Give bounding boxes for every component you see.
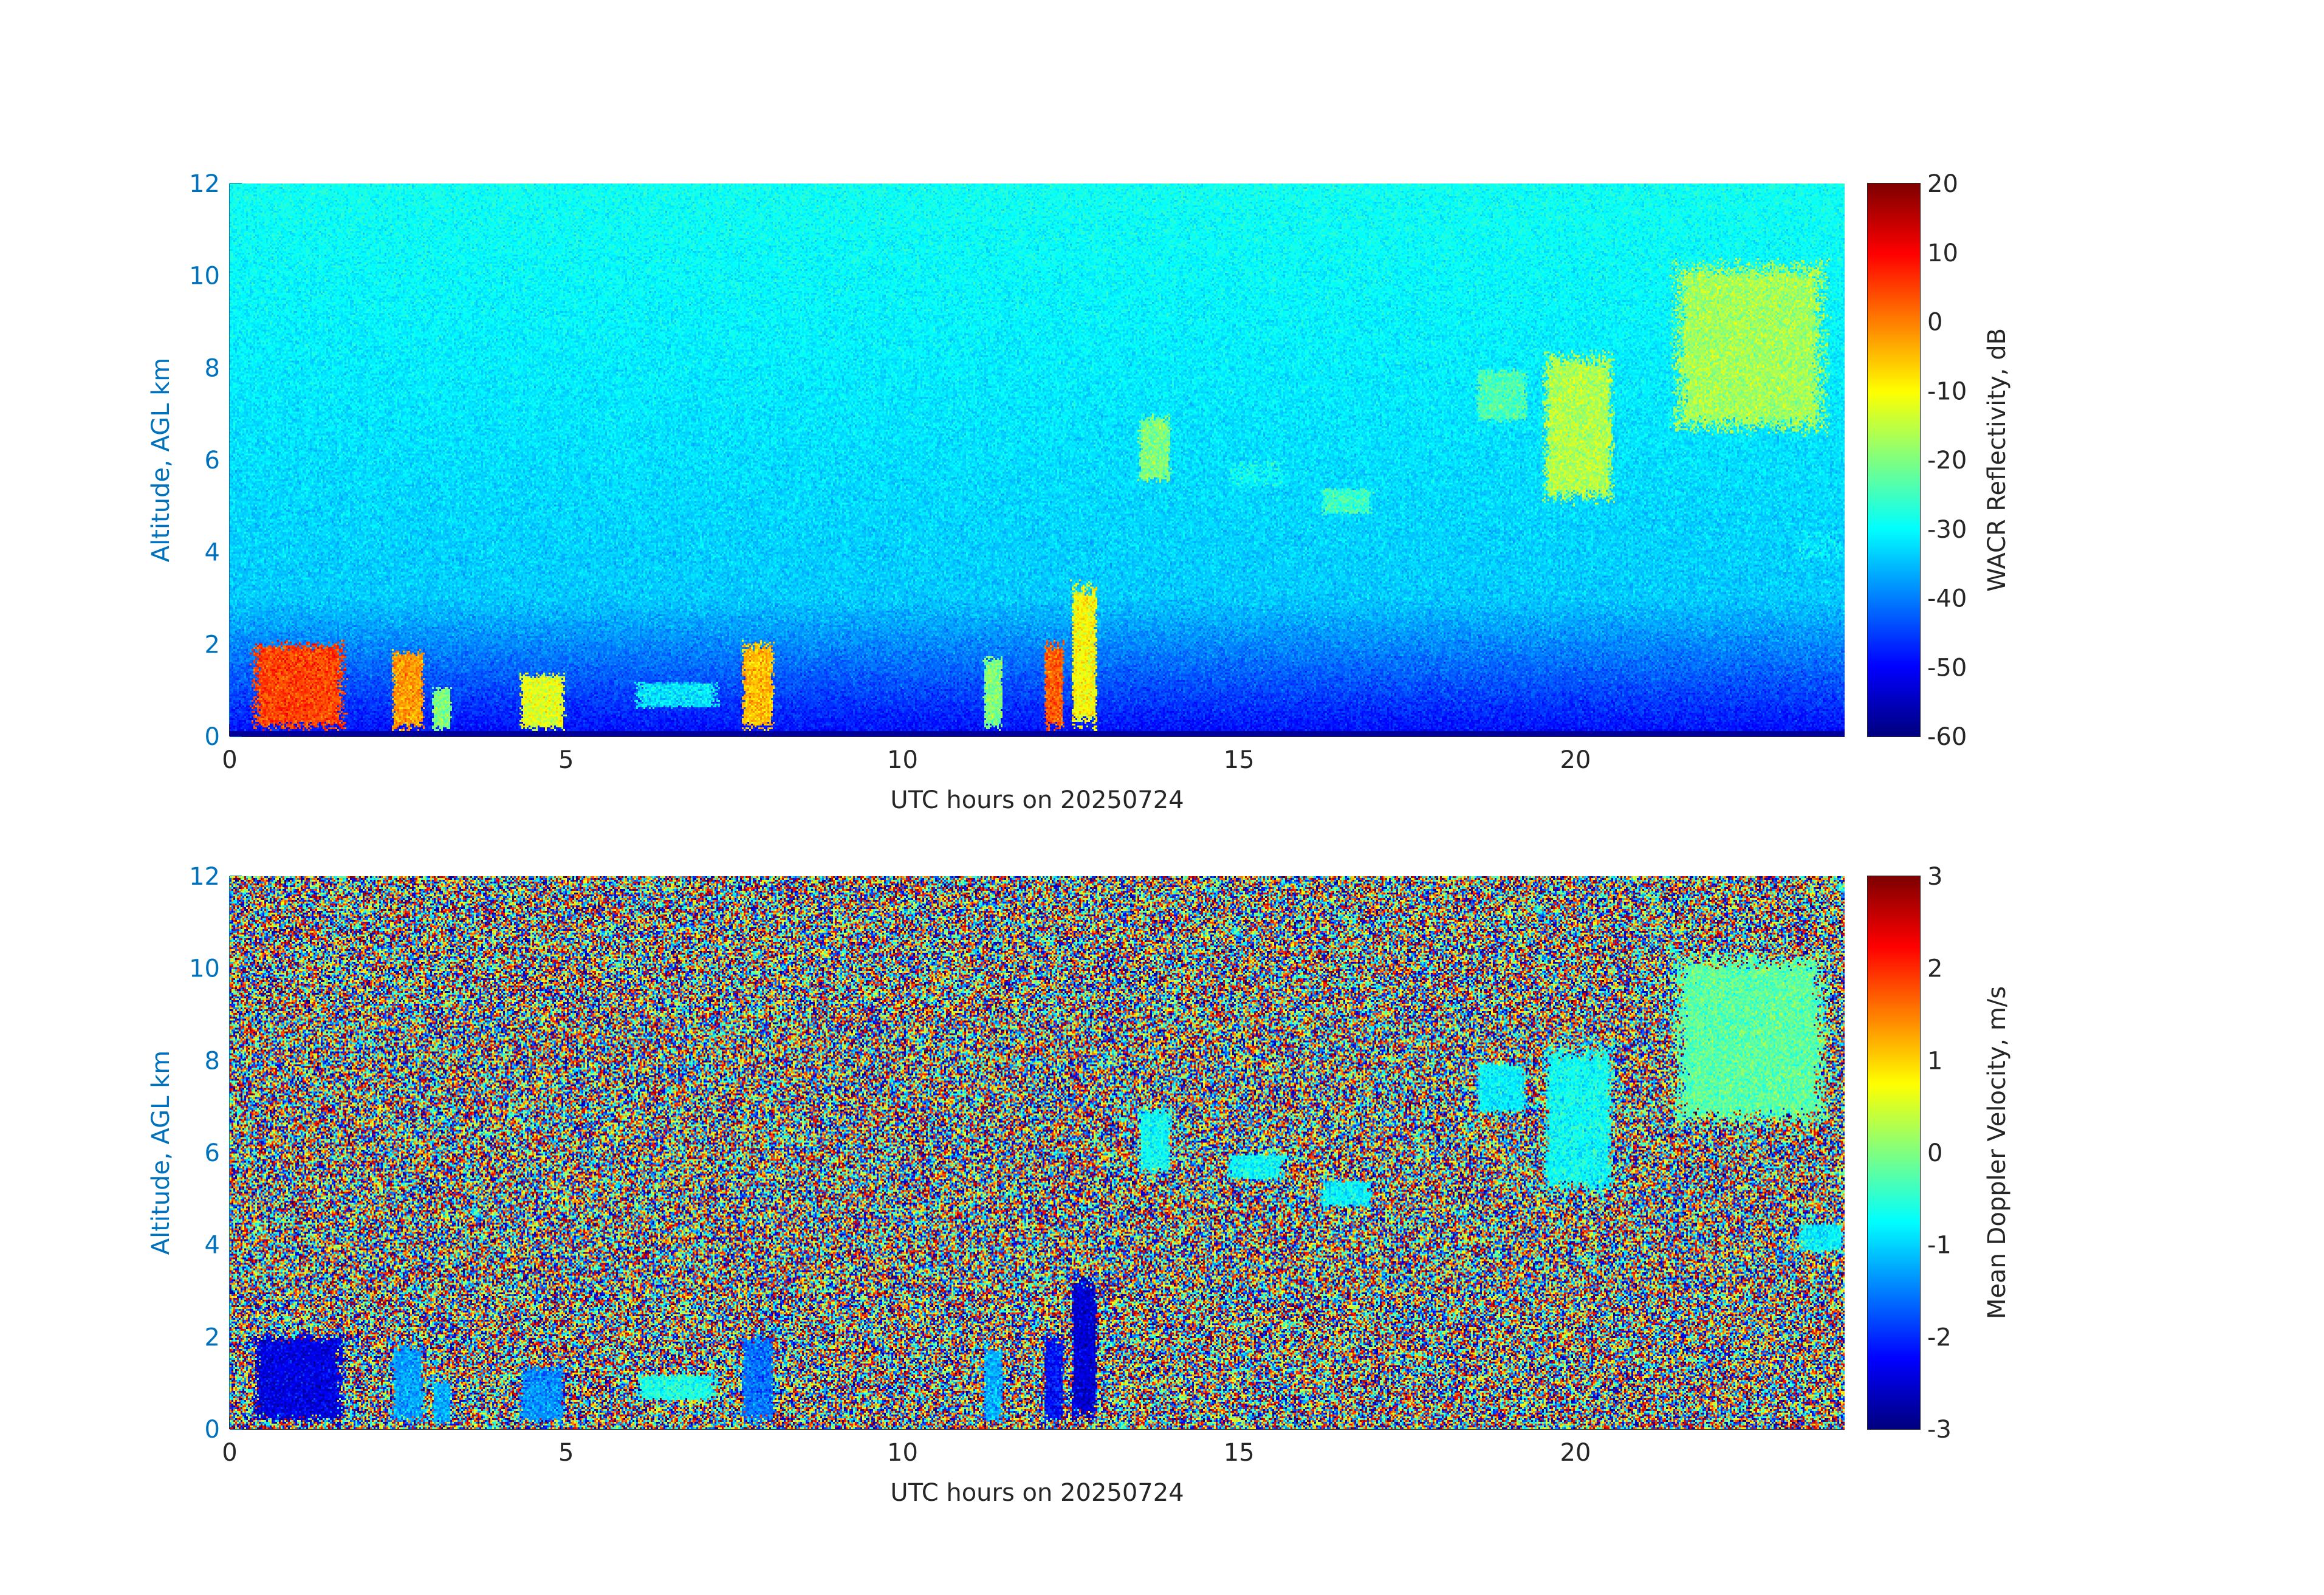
- colorbar-tick-label: -30: [1927, 516, 1967, 544]
- y-tick-label: 0: [205, 1416, 220, 1444]
- x-tick-label: 0: [222, 746, 237, 774]
- x-tick-label: 0: [222, 1439, 237, 1467]
- doppler-colorbar: [1868, 876, 1920, 1429]
- y-tick-label: 2: [205, 631, 220, 659]
- reflectivity-heatmap: [230, 184, 1845, 736]
- x-axis-label: UTC hours on 20250724: [890, 1479, 1184, 1507]
- colorbar-tick-label: -10: [1927, 377, 1967, 405]
- y-tick-label: 6: [205, 1139, 220, 1167]
- x-tick-label: 10: [887, 746, 918, 774]
- colorbar-tick-label: -2: [1927, 1323, 1952, 1351]
- colorbar-tick-label: -1: [1927, 1232, 1952, 1260]
- colorbar-label: Mean Doppler Velocity, m/s: [1983, 986, 2011, 1319]
- x-tick-label: 15: [1224, 746, 1255, 774]
- x-axis-label: UTC hours on 20250724: [890, 786, 1184, 814]
- doppler-velocity-heatmap: [230, 876, 1845, 1429]
- colorbar-tick-label: -50: [1927, 654, 1967, 682]
- x-tick-label: 20: [1560, 1439, 1591, 1467]
- colorbar-tick-label: 20: [1927, 170, 1958, 198]
- y-tick-label: 6: [205, 447, 220, 475]
- colorbar-tick-label: 10: [1927, 239, 1958, 267]
- x-tick-label: 5: [558, 746, 574, 774]
- colorbar-tick-label: -60: [1927, 723, 1967, 751]
- colorbar-tick-label: 2: [1927, 955, 1942, 983]
- x-tick-label: 5: [558, 1439, 574, 1467]
- y-tick-label: 0: [205, 723, 220, 751]
- colorbar-tick-label: 3: [1927, 863, 1942, 891]
- colorbar-tick-label: 0: [1927, 309, 1942, 337]
- y-axis-label: Altitude, AGL km: [147, 358, 175, 563]
- colorbar-tick-label: 1: [1927, 1047, 1942, 1075]
- y-tick-label: 12: [189, 863, 220, 891]
- colorbar-tick-label: 0: [1927, 1139, 1942, 1167]
- colorbar-tick-label: -3: [1927, 1416, 1952, 1444]
- y-tick-label: 10: [189, 955, 220, 983]
- x-tick-label: 10: [887, 1439, 918, 1467]
- y-tick-label: 4: [205, 539, 220, 567]
- colorbar-tick-label: -40: [1927, 585, 1967, 613]
- reflectivity-colorbar: [1868, 184, 1920, 736]
- y-tick-label: 10: [189, 262, 220, 290]
- colorbar-label: WACR Reflectivity, dB: [1983, 328, 2011, 592]
- colorbar-tick-label: -20: [1927, 447, 1967, 475]
- x-tick-label: 15: [1224, 1439, 1255, 1467]
- y-tick-label: 12: [189, 170, 220, 198]
- y-tick-label: 2: [205, 1323, 220, 1351]
- y-tick-label: 8: [205, 1047, 220, 1075]
- y-axis-label: Altitude, AGL km: [147, 1051, 175, 1255]
- y-tick-label: 4: [205, 1232, 220, 1260]
- y-tick-label: 8: [205, 354, 220, 382]
- x-tick-label: 20: [1560, 746, 1591, 774]
